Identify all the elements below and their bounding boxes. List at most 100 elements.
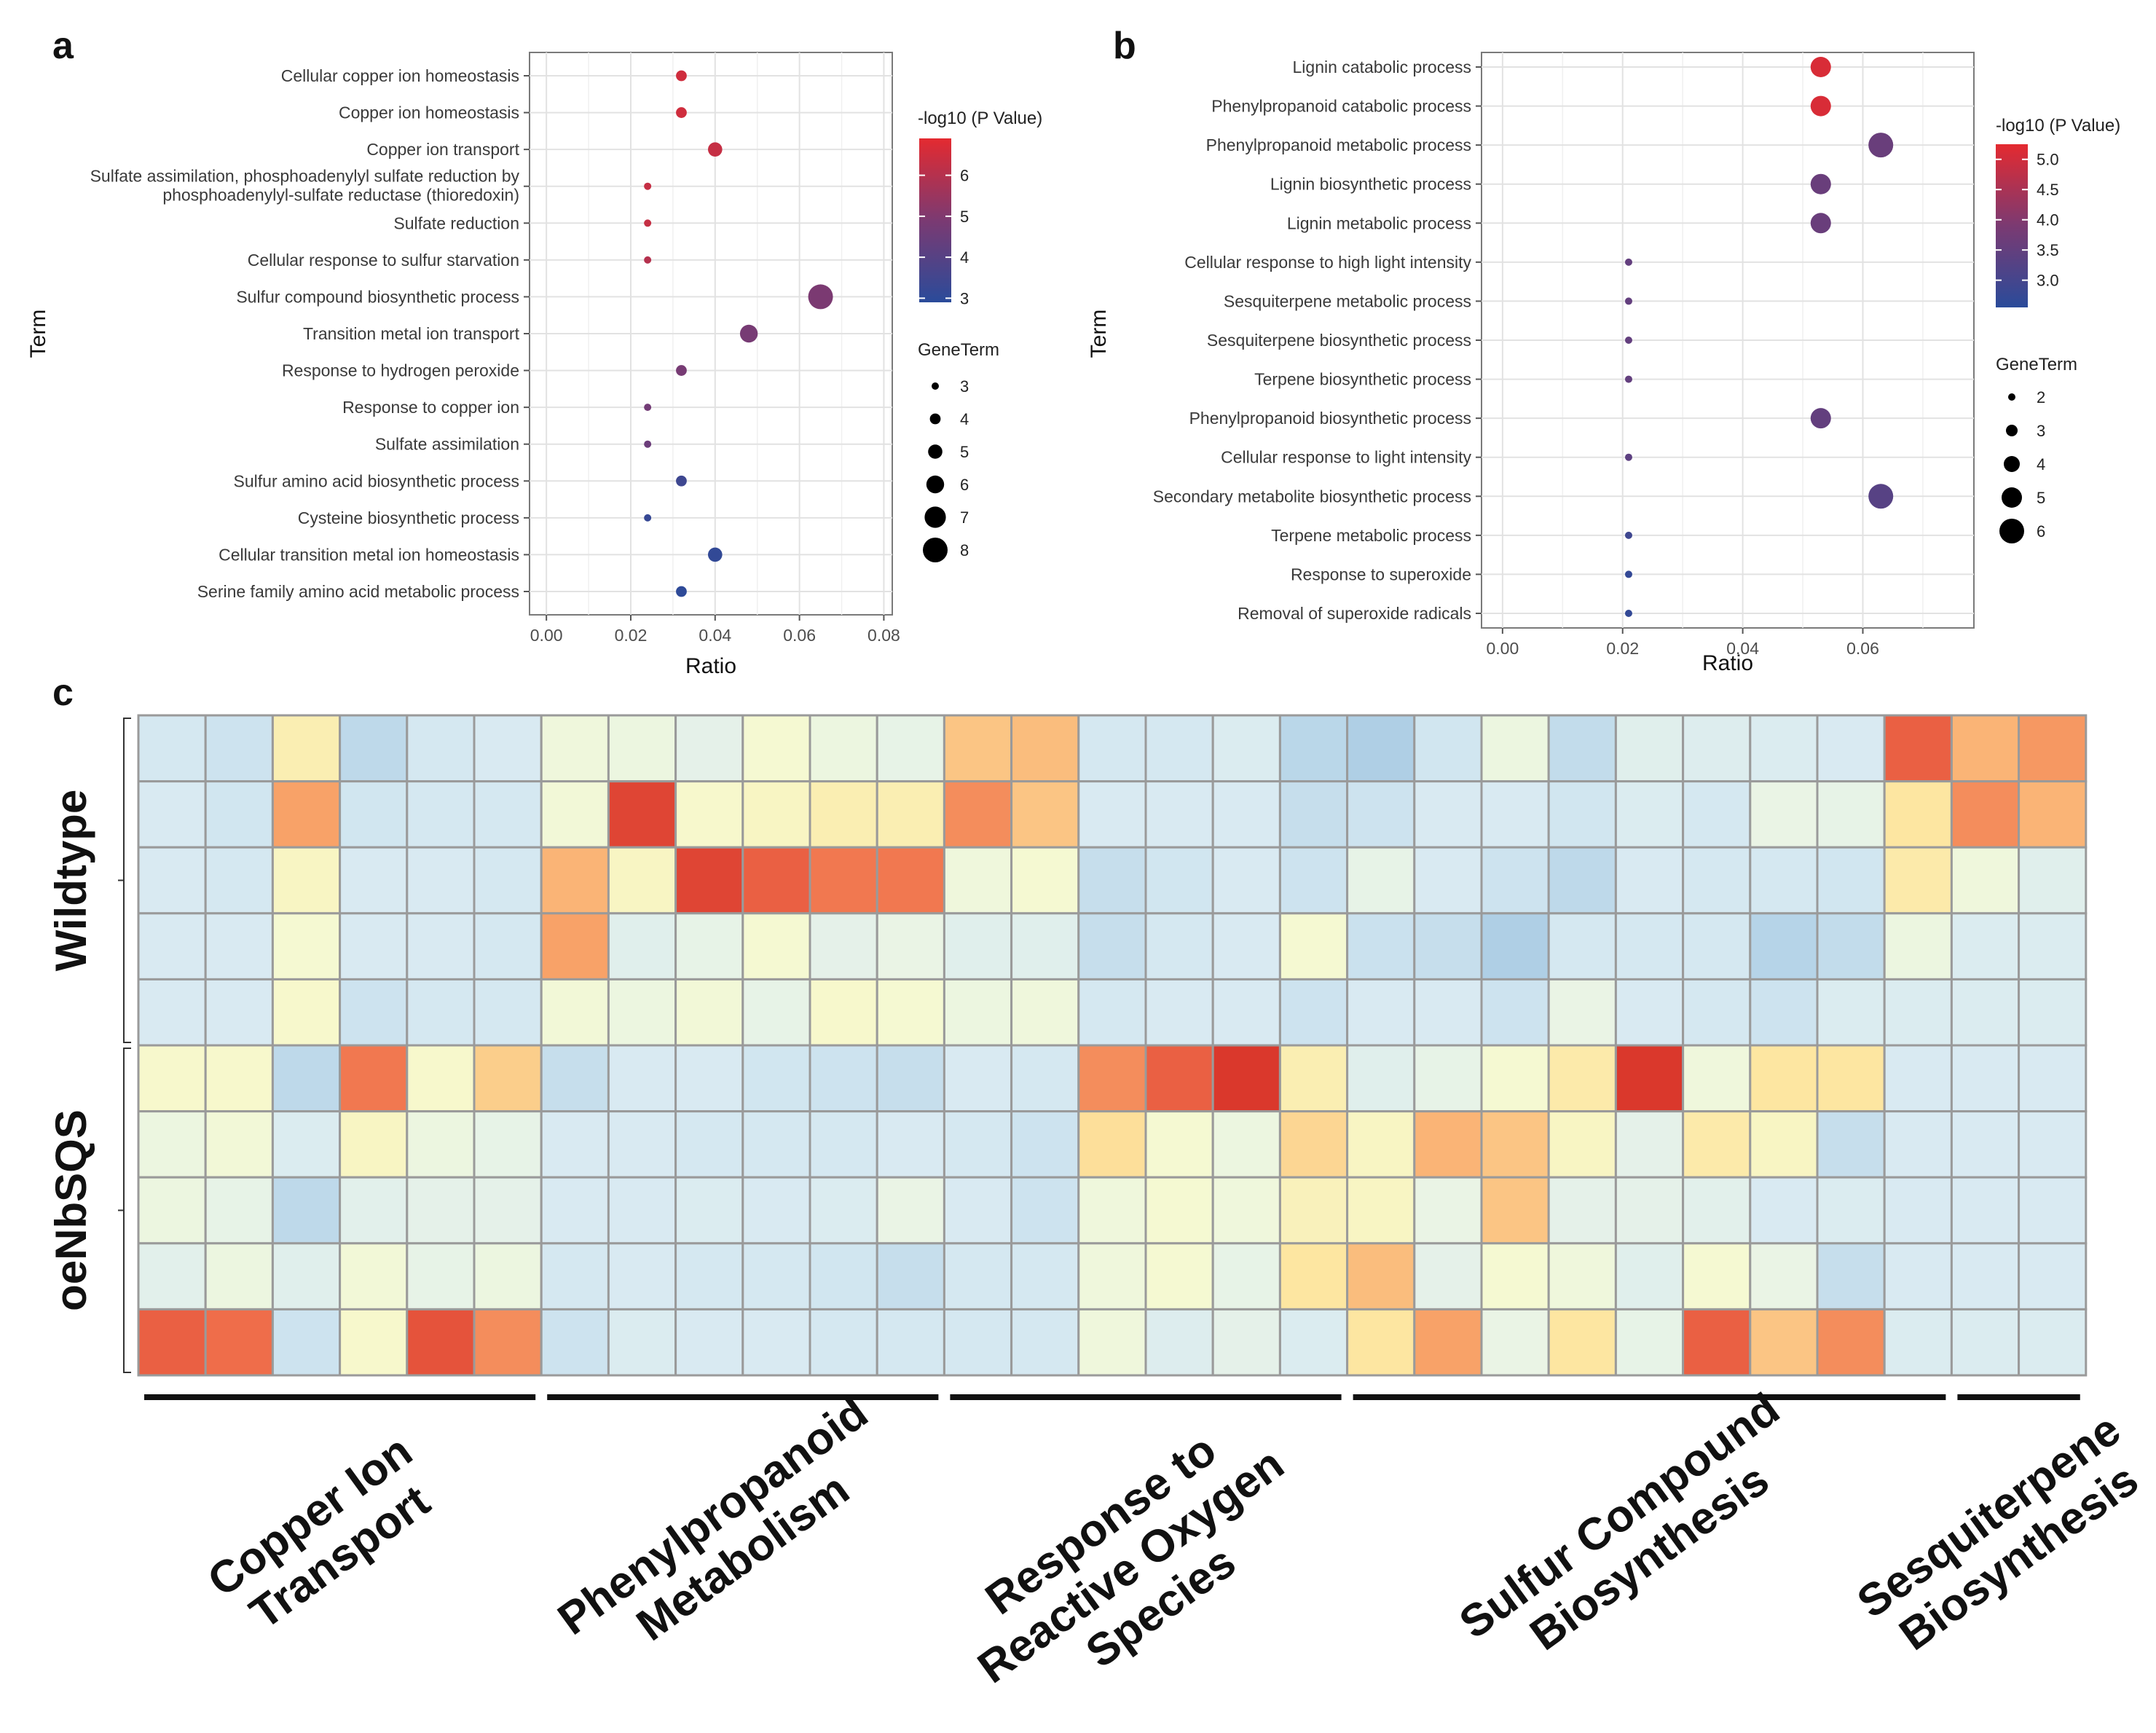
heatmap-cell [1682, 912, 1752, 981]
heatmap-cell [1816, 912, 1886, 981]
heatmap-cell [1950, 912, 2021, 981]
heatmap-cell [674, 714, 744, 783]
heatmap-cell [1413, 1242, 1483, 1310]
heatmap-cell [1144, 1110, 1214, 1179]
x-tick-label: 0.06 [783, 626, 816, 645]
term-label: Serine family amino acid metabolic proce… [197, 582, 519, 601]
column-group-label: PhenylpropanoidMetabolism [549, 1388, 907, 1686]
data-point [707, 547, 723, 562]
heatmap-cell [674, 978, 744, 1047]
x-tick-label: 0.06 [1846, 639, 1879, 658]
heatmap-cell [876, 1176, 945, 1245]
heatmap-cell [943, 780, 1013, 849]
heatmap-cell [1816, 1176, 1886, 1245]
heatmap-cell [1950, 1110, 2021, 1179]
heatmap-cell [406, 978, 476, 1047]
heatmap-cell [1883, 1308, 1953, 1377]
x-ticks-a: 0.00 0.02 0.04 0.06 0.08 [530, 615, 900, 645]
heatmap-cell [1614, 1242, 1685, 1310]
size-legend-dot [926, 475, 945, 494]
column-group-labels: Copper IonTransport PhenylpropanoidMetabo… [199, 1384, 2147, 1694]
heatmap-cell [1278, 1308, 1349, 1377]
term-label: Lignin catabolic process [1293, 58, 1471, 76]
heatmap-cell [1278, 1044, 1349, 1113]
heatmap-cell [1211, 846, 1281, 915]
term-label: Terpene biosynthetic process [1254, 370, 1471, 389]
size-legend-label: 6 [960, 476, 969, 494]
heatmap-cell [741, 1044, 811, 1113]
heatmap-cell [607, 1110, 677, 1179]
heatmap-cell [741, 912, 811, 981]
heatmap-cell [876, 1044, 945, 1113]
data-point [644, 440, 652, 448]
heatmap-cell [137, 1110, 207, 1179]
heatmap-cell [1614, 912, 1685, 981]
heatmap-cell [1144, 1242, 1214, 1310]
heatmap-cell [271, 978, 342, 1047]
heatmap-cell [808, 1110, 878, 1179]
x-tick-label: 0.00 [530, 626, 563, 645]
heatmap-cell [473, 714, 543, 783]
data-point [644, 182, 652, 190]
heatmap-cell [1614, 1044, 1685, 1113]
size-legend-dot [1999, 519, 2024, 543]
heatmap-cell [2018, 1044, 2088, 1113]
heatmap-cell [204, 1110, 274, 1179]
size-legend-dot [928, 444, 943, 459]
heatmap-cell [1211, 1242, 1281, 1310]
heatmap-cell [473, 1044, 543, 1113]
heatmap-cell [1413, 780, 1483, 849]
heatmap-cell [406, 846, 476, 915]
term-label-line: Sulfate assimilation, phosphoadenylyl su… [90, 167, 520, 186]
heatmap-cell [1480, 912, 1550, 981]
heatmap-cell [1950, 1176, 2021, 1245]
heatmap-cell [2018, 978, 2088, 1047]
term-label: Response to hydrogen peroxide [282, 361, 519, 380]
heatmap-cell [1010, 1176, 1080, 1245]
data-point [1810, 213, 1831, 234]
heatmap-cell [1346, 1044, 1416, 1113]
heatmap-cell [1278, 912, 1349, 981]
heatmap-cell [540, 1308, 610, 1377]
heatmap-cell [1883, 780, 1953, 849]
heatmap-cell [1211, 1044, 1281, 1113]
heatmap-cell [406, 1242, 476, 1310]
size-legend-dot [2004, 456, 2020, 472]
term-label: Sulfate reduction [393, 213, 519, 232]
heatmap-cell [1144, 1308, 1214, 1377]
heatmap-cell [204, 1308, 274, 1377]
heatmap-cell [1682, 978, 1752, 1047]
heatmap-cell [943, 912, 1013, 981]
heatmap-cell [540, 714, 610, 783]
heatmap-cell [271, 912, 342, 981]
heatmap-cell [473, 1242, 543, 1310]
heatmap-cell [943, 1044, 1013, 1113]
column-group-label: Sulfur CompoundBiosynthesis [1451, 1384, 1819, 1690]
heatmap-cell [1749, 1044, 1819, 1113]
color-tick-label: 3 [960, 289, 969, 307]
heatmap-cell [1480, 1308, 1550, 1377]
heatmap-cell [1883, 1242, 1953, 1310]
heatmap-cell [1010, 912, 1080, 981]
heatmap-cell [674, 912, 744, 981]
heatmap-cell [406, 1044, 476, 1113]
heatmap-cell [540, 1242, 610, 1310]
heatmap-cell [1077, 978, 1147, 1047]
size-legend-label: 8 [960, 541, 969, 559]
heatmap-cell [607, 912, 677, 981]
heatmap-cell [1346, 846, 1416, 915]
heatmap-cell [741, 714, 811, 783]
heatmap-cell [339, 912, 409, 981]
heatmap-cell [1883, 1044, 1953, 1113]
heatmap-cell [137, 846, 207, 915]
panel-letter-a: a [52, 25, 74, 67]
x-axis-title-a: Ratio [685, 654, 736, 678]
heatmap-cell [339, 1176, 409, 1245]
term-label: Sulfate assimilation [375, 435, 519, 454]
heatmap-cell [137, 714, 207, 783]
data-point [676, 70, 687, 82]
heatmap-cell [1950, 1242, 2021, 1310]
heatmap-cell [741, 780, 811, 849]
heatmap-cell [808, 912, 878, 981]
